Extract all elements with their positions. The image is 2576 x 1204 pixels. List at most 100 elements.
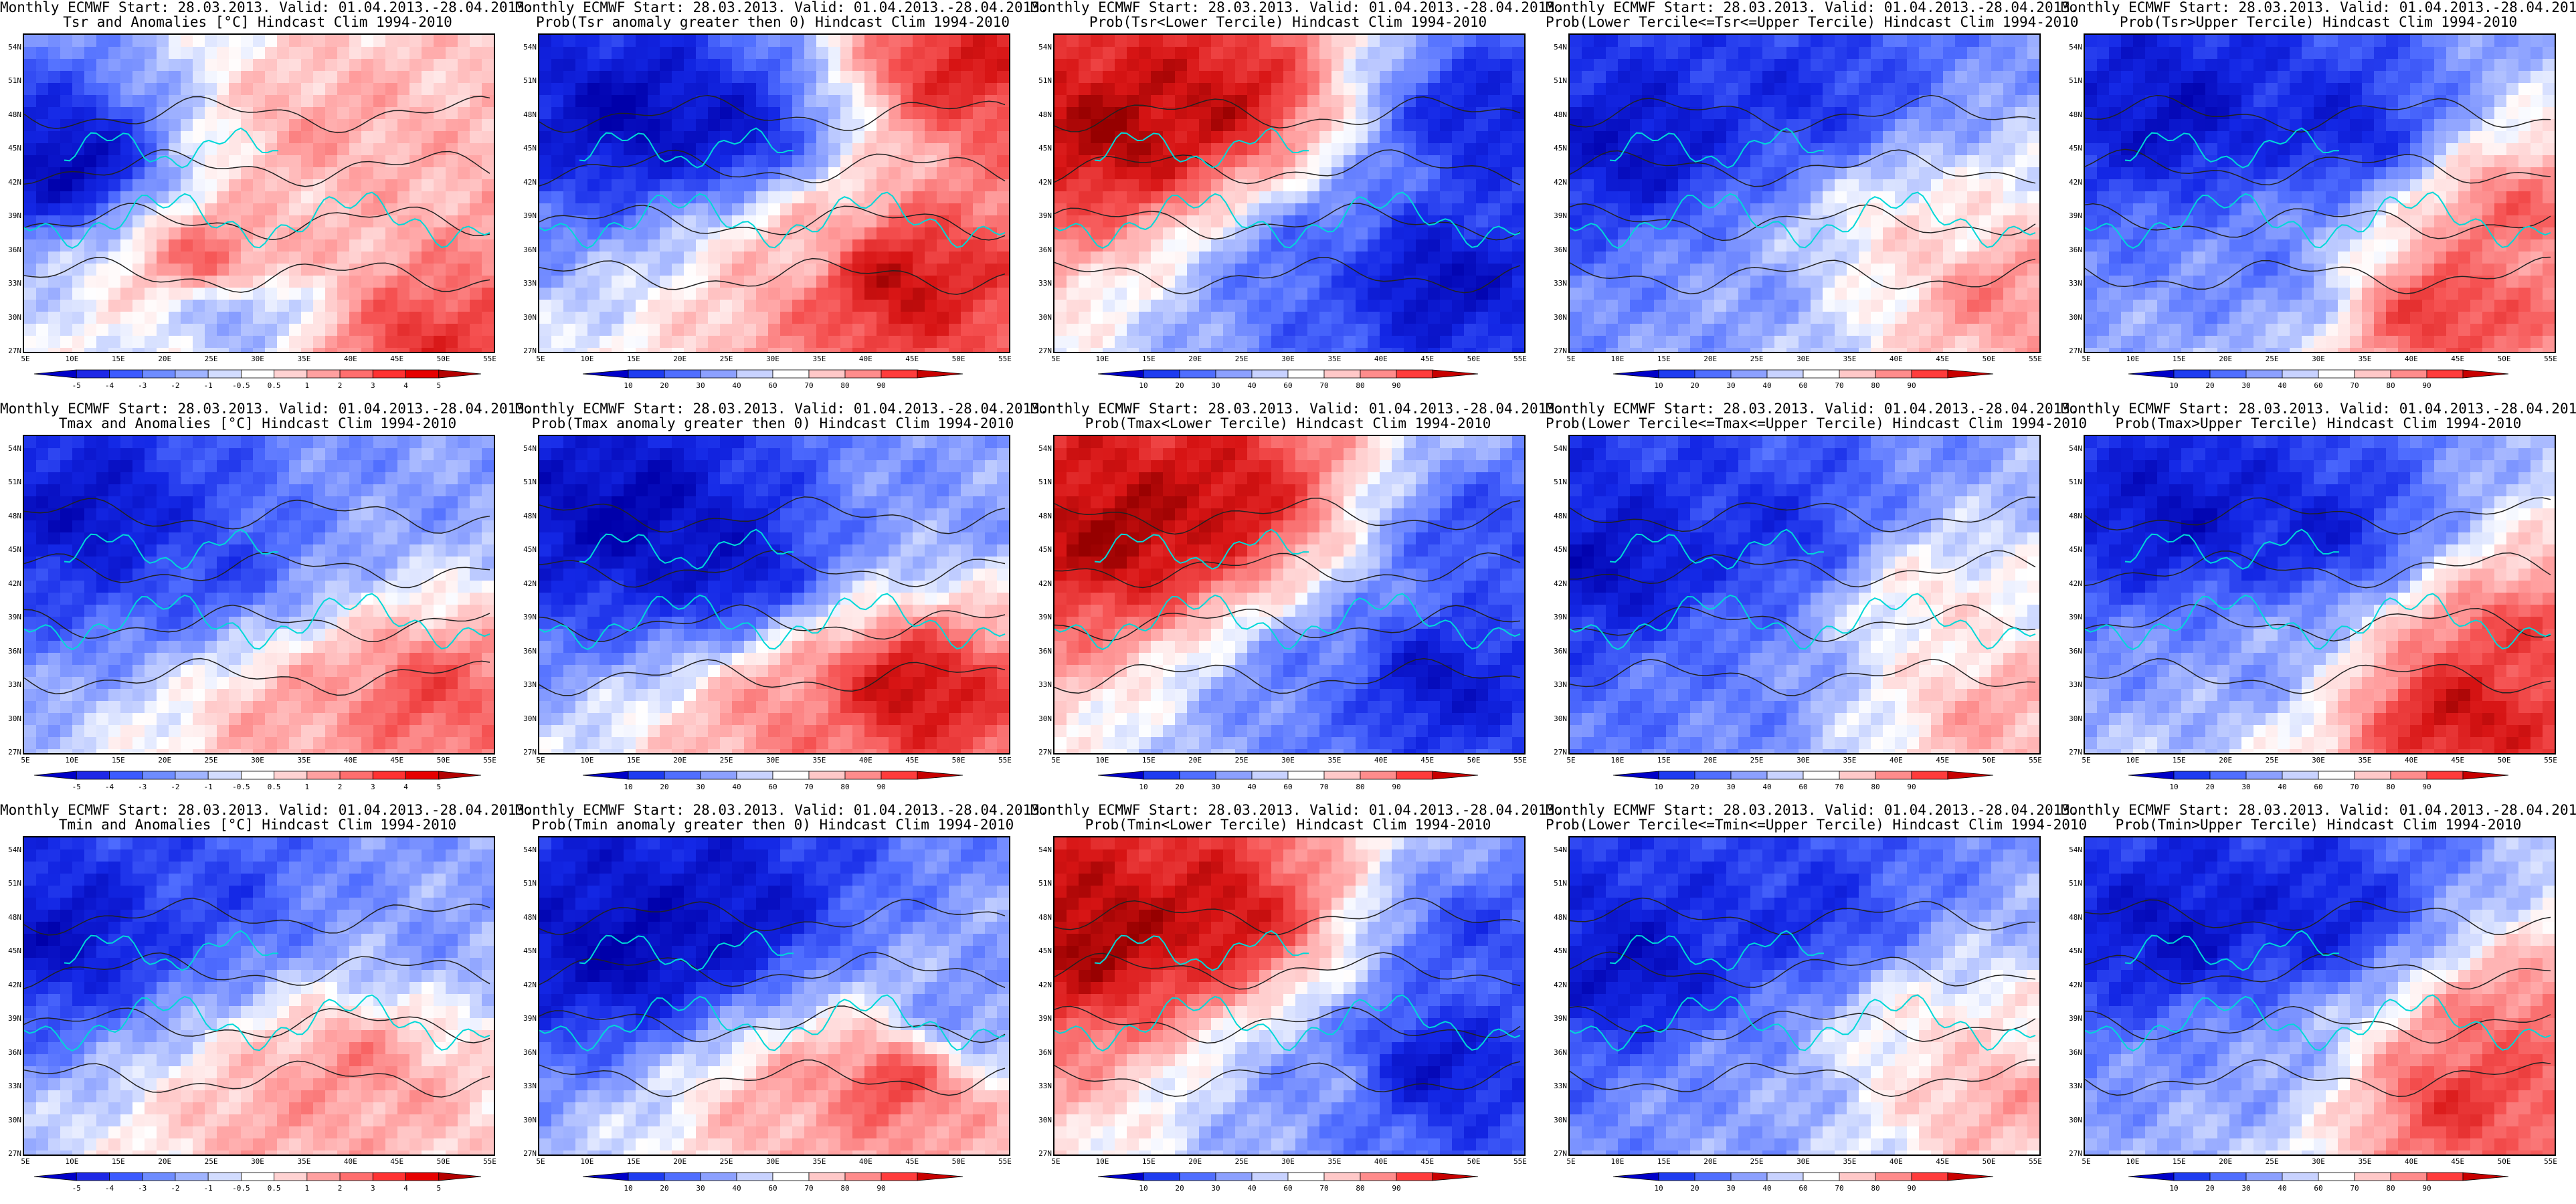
field-cell: [1103, 179, 1115, 192]
field-cell: [145, 203, 157, 216]
field-cell: [1991, 71, 2004, 84]
field-cell: [157, 215, 169, 228]
field-cell: [1919, 167, 1932, 180]
field-cell: [72, 239, 85, 252]
field-cell: [1666, 179, 1679, 192]
field-cell: [1247, 203, 1260, 216]
field-cell: [1319, 119, 1332, 132]
field-cell: [1871, 324, 1883, 336]
field-cell: [1811, 155, 1823, 168]
field-cell: [446, 191, 458, 204]
field-cell: [1488, 288, 1501, 300]
field-cell: [2121, 59, 2134, 72]
field-cell: [1967, 348, 1980, 352]
field-cell: [792, 312, 805, 324]
field-cell: [551, 227, 564, 240]
contour-line: [539, 205, 1006, 241]
field-cell: [1919, 215, 1932, 228]
colorbar-segment: [1730, 369, 1768, 379]
field-cell: [2003, 276, 2016, 288]
field-cell: [60, 119, 73, 132]
field-cell: [1283, 131, 1296, 144]
field-cell: [961, 179, 974, 192]
field-cell: [1151, 59, 1164, 72]
field-cell: [1895, 312, 1908, 324]
colorbar-segment: [1947, 369, 1994, 379]
field-cell: [901, 300, 913, 312]
field-cell: [768, 215, 781, 228]
field-cell: [1115, 215, 1127, 228]
field-cell: [72, 59, 85, 72]
field-cell: [1067, 179, 1079, 192]
field-cell: [1594, 191, 1606, 204]
lon-tick-label: 20E: [1704, 355, 1718, 363]
colorbar-segment: [1396, 369, 1433, 379]
field-cell: [2422, 143, 2435, 156]
field-cell: [1594, 179, 1606, 192]
field-cell: [2290, 119, 2302, 132]
field-cell: [1307, 59, 1320, 72]
field-cell: [277, 336, 290, 348]
map-field: [1054, 35, 1524, 352]
field-cell: [2241, 35, 2254, 47]
field-cell: [1726, 119, 1739, 132]
field-cell: [205, 203, 217, 216]
field-cell: [587, 95, 600, 108]
field-cell: [1666, 119, 1679, 132]
field-cell: [1151, 336, 1164, 348]
field-cell: [720, 143, 733, 156]
field-cell: [2193, 131, 2206, 144]
field-cell: [1690, 143, 1703, 156]
field-cell: [708, 71, 721, 84]
field-cell: [1919, 119, 1932, 132]
field-cell: [1271, 71, 1284, 84]
field-cell: [482, 179, 494, 192]
field-cell: [409, 71, 422, 84]
field-cell: [277, 155, 290, 168]
field-cell: [1594, 252, 1606, 264]
field-cell: [1991, 348, 2004, 352]
field-cell: [804, 143, 817, 156]
field-cell: [313, 71, 326, 84]
field-cell: [1618, 203, 1631, 216]
field-cell: [2302, 107, 2314, 120]
field-cell: [289, 71, 302, 84]
field-cell: [349, 107, 362, 120]
field-cell: [2302, 167, 2314, 180]
field-cell: [792, 167, 805, 180]
field-cell: [2266, 203, 2278, 216]
field-cell: [1678, 276, 1691, 288]
field-cell: [2290, 179, 2302, 192]
field-cell: [1139, 95, 1152, 108]
field-cell: [1054, 191, 1067, 204]
field-cell: [48, 239, 61, 252]
field-cell: [1774, 276, 1787, 288]
field-cell: [2097, 203, 2110, 216]
field-cell: [1714, 264, 1727, 276]
field-cell: [409, 252, 422, 264]
field-cell: [720, 83, 733, 96]
field-cell: [1931, 312, 1944, 324]
field-cell: [385, 71, 398, 84]
field-cell: [434, 71, 446, 84]
field-cell: [289, 155, 302, 168]
field-cell: [1331, 35, 1344, 47]
field-cell: [985, 155, 998, 168]
field-cell: [600, 336, 612, 348]
field-cell: [1919, 252, 1932, 264]
field-cell: [217, 35, 229, 47]
field-cell: [36, 215, 49, 228]
field-cell: [2446, 155, 2459, 168]
field-cell: [48, 71, 61, 84]
field-cell: [1666, 107, 1679, 120]
field-cell: [852, 312, 865, 324]
field-cell: [337, 71, 350, 84]
field-cell: [684, 131, 697, 144]
field-cell: [1618, 167, 1631, 180]
field-cell: [1283, 119, 1296, 132]
field-cell: [108, 312, 121, 324]
field-cell: [1344, 191, 1356, 204]
field-cell: [1979, 276, 1992, 288]
field-cell: [840, 167, 853, 180]
field-cell: [1404, 264, 1416, 276]
